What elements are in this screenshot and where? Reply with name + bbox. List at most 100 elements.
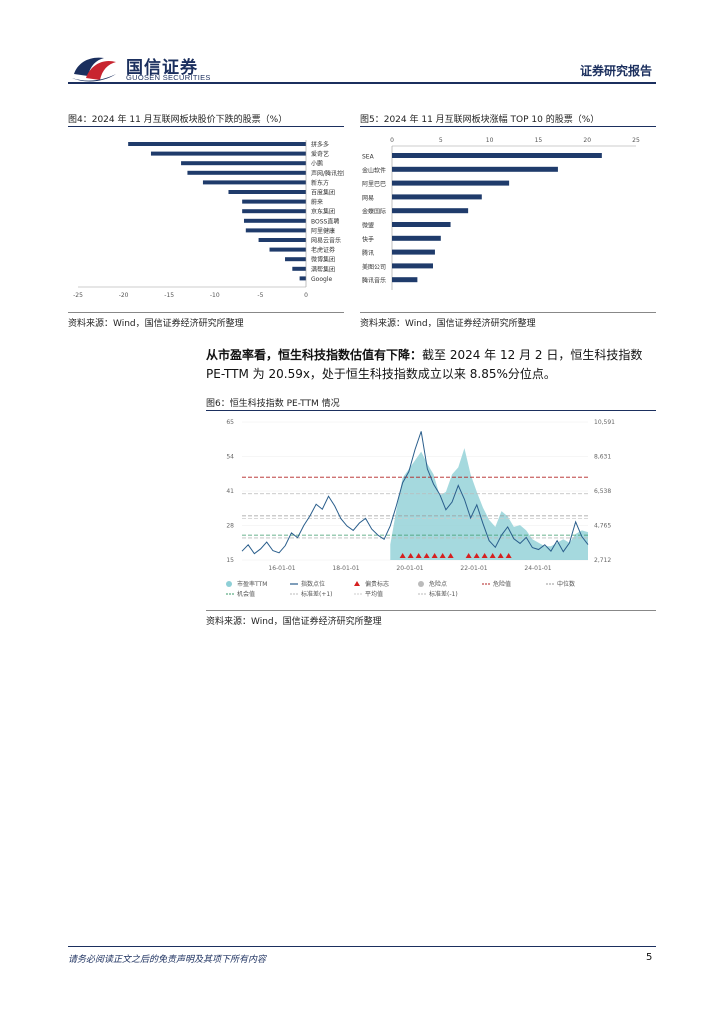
fig6-legend-marker	[418, 581, 424, 587]
fig5-bar	[392, 249, 435, 255]
fig4-x-tick: -5	[257, 292, 263, 299]
fig4-bar	[202, 180, 306, 185]
fig5-x-tick: 5	[439, 137, 443, 144]
fig5-x-tick: 0	[390, 137, 394, 144]
paragraph-text: 截至 2024 年 12 月 2 日，恒生科技指数 PE-TTM 为 20.59…	[206, 348, 643, 381]
fig5-bar	[392, 194, 482, 200]
fig4-category-label: 拼多多	[311, 141, 329, 149]
fig6-danger-marker	[465, 553, 472, 558]
fig6-danger-marker	[439, 553, 446, 558]
fig5-category-label: 快手	[362, 235, 374, 243]
fig6-x-tick: 18-01-01	[332, 565, 359, 572]
figure5-source-rule	[360, 312, 656, 313]
footer-rule	[68, 946, 656, 947]
fig5-category-label: 金山软件	[362, 166, 386, 174]
fig4-x-tick: -20	[119, 292, 129, 299]
fig6-left-tick: 65	[226, 419, 234, 426]
fig6-legend-marker	[354, 581, 360, 586]
fig6-legend-label: 平均值	[365, 590, 383, 598]
fig6-right-tick: 10,591	[594, 419, 615, 426]
figure4-source: 资料来源：Wind，国信证券经济研究所整理	[68, 319, 244, 329]
fig6-left-tick: 54	[226, 454, 234, 461]
figure6-caption: 图6：恒生科技指数 PE-TTM 情况	[206, 399, 340, 409]
fig4-x-tick: -25	[73, 292, 83, 299]
fig4-category-label: 网易云音乐	[311, 237, 341, 245]
fig4-x-tick: -15	[164, 292, 174, 299]
fig4-category-label: 小鹏	[311, 160, 323, 168]
fig6-x-tick: 22-01-01	[460, 565, 487, 572]
fig4-category-label: 新东方	[311, 179, 329, 187]
fig4-bar	[242, 199, 306, 204]
fig6-legend-marker	[226, 581, 232, 587]
fig6-legend-label: 危险点	[429, 580, 447, 588]
fig6-legend-label: 中位数	[557, 580, 575, 588]
fig6-left-tick: 41	[226, 488, 234, 495]
fig5-category-label: 微盟	[362, 222, 374, 230]
report-type: 证券研究报告	[580, 64, 653, 78]
header-rule	[68, 82, 656, 84]
fig4-bar	[128, 142, 306, 146]
fig4-category-label: 老虎证券	[311, 246, 335, 254]
fig6-index-area	[390, 448, 588, 560]
fig6-legend-label: 市盈率TTM	[237, 580, 267, 588]
fig4-category-label: BOSS直聘	[311, 217, 339, 225]
logo-en: GUOSEN SECURITIES	[126, 73, 211, 82]
fig4-bar	[150, 151, 306, 156]
figure6-source-rule	[206, 610, 656, 611]
fig4-x-tick: 0	[304, 292, 308, 299]
fig6-legend-label: 标准差(-1)	[429, 590, 458, 598]
fig6-danger-marker	[399, 553, 406, 558]
fig6-x-tick: 20-01-01	[396, 565, 423, 572]
header: 国信证券 GUOSEN SECURITIES 证券研究报告	[0, 0, 724, 90]
paragraph-bold: 从市盈率看，恒生科技指数估值有下降：	[206, 348, 423, 362]
fig5-category-label: 阿里巴巴	[362, 180, 386, 188]
fig4-bar	[258, 238, 306, 242]
logo-cn: 国信证券	[126, 58, 198, 78]
fig6-danger-marker	[431, 553, 438, 558]
figure4-chart: 拼多多爱奇艺小鹏声网/腾讯控股新东方百度集团蔚来京东集团BOSS直聘阿里健康网易…	[73, 140, 344, 299]
fig5-x-tick: 15	[535, 137, 543, 144]
fig4-bar	[187, 170, 306, 175]
fig6-legend-label: 指数点位	[301, 580, 325, 588]
fig4-category-label: 声网/腾讯控股	[311, 169, 344, 177]
fig4-bar	[292, 266, 306, 271]
figure4-caption: 图4：2024 年 11 月互联网板块股价下跌的股票（%）	[68, 115, 288, 125]
fig5-category-label: 金蝶国际	[362, 208, 386, 216]
fig6-left-tick: 28	[226, 523, 234, 530]
fig6-danger-marker	[505, 553, 512, 558]
figure6-chart: 65 54 41 28 15 10,591 8,631 6,538 4,765 2,712 16-0…	[226, 419, 615, 598]
fig6-legend-label: 危险值	[493, 580, 511, 588]
fig5-category-label: 网易	[362, 195, 374, 202]
fig6-right-tick: 4,765	[594, 523, 611, 530]
figure4-caption-rule	[68, 126, 344, 127]
fig5-x-tick: 20	[583, 137, 591, 144]
fig4-bar	[299, 276, 306, 281]
fig6-x-tick: 24-01-01	[524, 565, 551, 572]
page-number: 5	[646, 952, 653, 963]
fig5-category-label: SEA	[362, 154, 375, 161]
fig6-danger-marker	[489, 553, 496, 558]
fig4-category-label: 百度集团	[311, 189, 335, 197]
fig6-right-tick: 8,631	[594, 454, 611, 461]
fig5-bar	[392, 153, 602, 158]
fig4-bar	[242, 209, 306, 214]
footer-disclaimer: 请务必阅读正文之后的免责声明及其项下所有内容	[68, 955, 267, 965]
figure6-caption-rule	[206, 410, 656, 411]
fig5-bar	[392, 222, 451, 227]
fig4-bar	[243, 218, 306, 223]
fig6-danger-marker	[407, 553, 414, 558]
fig4-category-label: 阿里健康	[311, 227, 335, 235]
fig4-category-label: 满帮集团	[311, 265, 335, 273]
fig6-danger-marker	[447, 553, 454, 558]
fig5-bar	[392, 263, 433, 269]
fig4-category-label: 京东集团	[311, 208, 335, 216]
figure4-source-rule	[68, 312, 344, 313]
fig5-bar	[392, 277, 418, 283]
fig6-danger-marker	[473, 553, 480, 558]
fig6-legend-label: 偏贵标志	[365, 580, 389, 588]
fig4-x-tick: -10	[210, 292, 220, 299]
fig5-x-tick: 25	[632, 137, 640, 144]
fig6-right-tick: 6,538	[594, 488, 611, 495]
fig4-category-label: 微博集团	[311, 256, 335, 264]
fig5-bar	[392, 166, 558, 172]
